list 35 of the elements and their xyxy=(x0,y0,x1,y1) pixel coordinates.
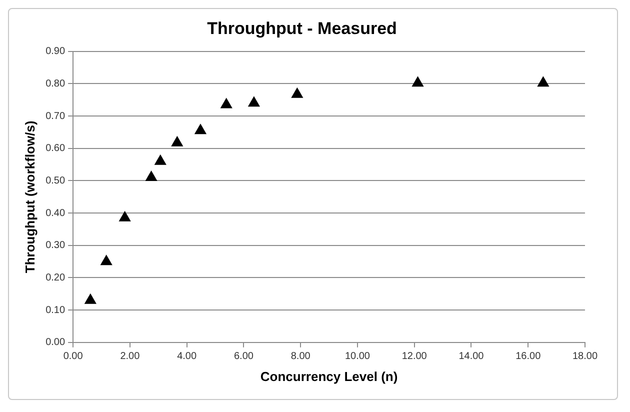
point xyxy=(291,88,303,98)
point xyxy=(100,255,112,266)
point xyxy=(146,171,157,181)
point xyxy=(84,294,96,304)
point xyxy=(412,76,424,87)
x-tick-label: 2.00 xyxy=(120,351,140,362)
x-tick-label: 14.00 xyxy=(458,351,484,362)
y-tick-label: 0.20 xyxy=(46,272,66,284)
x-tick-label: 10.00 xyxy=(344,351,370,362)
point xyxy=(220,98,232,108)
x-tick-label: 0.00 xyxy=(63,351,84,362)
chart-title: Throughput - Measured xyxy=(207,18,397,38)
y-tick-label: 0.40 xyxy=(46,208,66,219)
y-tick-label: 0.90 xyxy=(46,46,66,58)
point xyxy=(119,211,131,222)
y-tick-label: 0.50 xyxy=(46,175,66,186)
point xyxy=(194,124,206,134)
x-tick-label: 8.00 xyxy=(290,351,311,362)
y-tick-label: 0.10 xyxy=(46,304,66,316)
x-tick-label: 16.00 xyxy=(516,351,542,362)
y-tick-label: 0.30 xyxy=(46,240,66,252)
y-tick-label: 0.00 xyxy=(46,337,66,348)
y-tick-label: 0.60 xyxy=(46,143,66,154)
point xyxy=(248,96,260,107)
y-tick-label: 0.80 xyxy=(46,78,66,90)
y-tick-label: 0.70 xyxy=(46,110,66,122)
x-tick-label: 18.00 xyxy=(572,351,598,362)
point xyxy=(171,136,183,146)
x-axis-title: Concurrency Level (n) xyxy=(260,368,398,384)
x-tick-label: 6.00 xyxy=(234,351,254,362)
point xyxy=(537,76,549,87)
point xyxy=(154,154,166,165)
x-tick-label: 12.00 xyxy=(402,351,428,362)
x-tick-label: 4.00 xyxy=(177,351,197,362)
y-axis-title: Throughput (workflow/s) xyxy=(22,120,38,274)
